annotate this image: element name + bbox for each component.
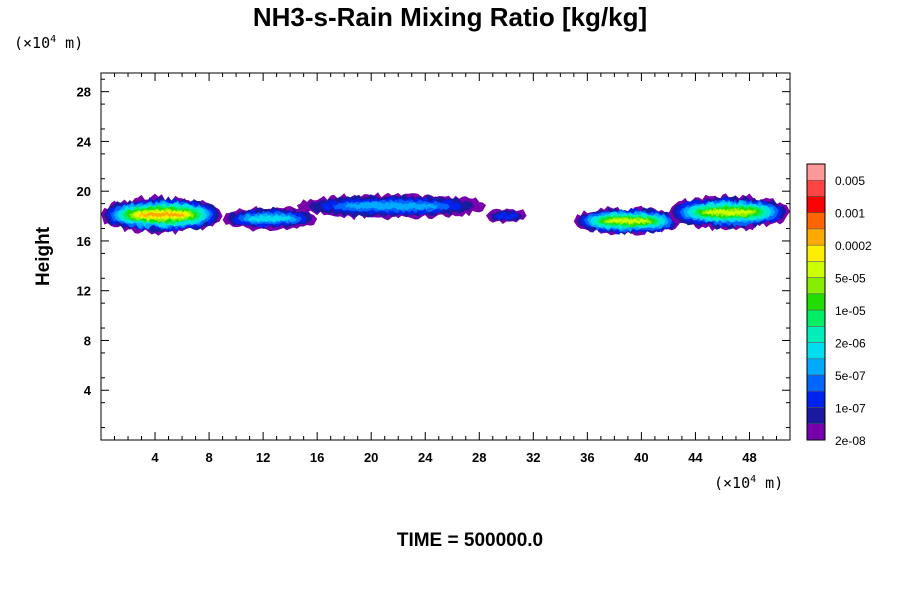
x-tick-label: 40: [634, 450, 648, 465]
contour-region-0-level-12: [138, 211, 185, 218]
contour-region-4-level-10: [606, 218, 649, 225]
x-tick-label: 36: [580, 450, 594, 465]
colorbar-label: 0.0002: [835, 239, 872, 253]
x-tick-label: 48: [742, 450, 756, 465]
x-tick-label: 32: [526, 450, 540, 465]
chart-title: NH3-s-Rain Mixing Ratio [kg/kg]: [252, 2, 648, 32]
x-tick-label: 24: [418, 450, 433, 465]
colorbar-label: 5e-07: [835, 369, 866, 383]
colorbar-label: 0.001: [835, 207, 865, 221]
x-tick-label: 4: [151, 450, 159, 465]
colorbar-swatch: [806, 309, 826, 327]
colorbar-label: 5e-05: [835, 272, 866, 286]
colorbar-swatch: [806, 163, 826, 181]
colorbar-swatch: [806, 293, 826, 311]
x-tick-label: 12: [256, 450, 270, 465]
time-label: TIME = 500000.0: [396, 530, 544, 551]
colorbar-swatch: [806, 407, 826, 425]
x-tick-label: 8: [205, 450, 212, 465]
colorbar-swatch: [806, 342, 826, 360]
y-axis-label: Height: [33, 226, 54, 286]
colorbar-label: 0.005: [835, 174, 865, 188]
colorbar-swatch: [806, 196, 826, 213]
y-tick-label: 16: [77, 234, 91, 249]
colorbar-label: 2e-06: [835, 337, 866, 351]
colorbar-swatch: [806, 261, 826, 278]
colorbar-swatch: [806, 423, 826, 441]
colorbar-swatch: [806, 358, 826, 376]
colorbar-swatch: [806, 374, 826, 392]
colorbar-swatch: [806, 326, 826, 343]
x-tick-label: 16: [310, 450, 324, 465]
colorbar-swatch: [806, 179, 826, 197]
x-tick-label: 44: [688, 450, 703, 465]
contour-region-1-level-5: [248, 215, 292, 223]
colorbar-label: 1e-07: [835, 402, 866, 416]
colorbar-swatch: [806, 228, 826, 246]
y-tick-label: 12: [77, 284, 91, 299]
contour-region-5-level-10: [705, 208, 753, 217]
y-axis-unit: (×104 m): [14, 34, 84, 52]
x-tick-label: 28: [472, 450, 486, 465]
plot-frame: [100, 72, 791, 441]
y-tick-label: 8: [84, 333, 91, 348]
colorbar-frame: [806, 163, 826, 441]
colorbar-swatch: [806, 212, 826, 230]
x-tick-label: 20: [364, 450, 378, 465]
colorbar-label: 2e-08: [835, 434, 866, 448]
y-tick-label: 28: [77, 85, 91, 100]
contour-region-3-level-2: [494, 211, 519, 221]
y-tick-label: 20: [77, 184, 91, 199]
contour-region-2-level-4: [345, 201, 438, 211]
y-tick-label: 4: [84, 383, 92, 398]
heatmap-field: [101, 192, 790, 236]
colorbar-label: 1e-05: [835, 304, 866, 318]
x-axis-unit: (×104 m): [714, 474, 784, 492]
colorbar-swatch: [806, 244, 826, 262]
colorbar-swatch: [806, 391, 826, 408]
y-tick-label: 24: [77, 134, 92, 149]
colorbar-swatch: [806, 277, 826, 295]
